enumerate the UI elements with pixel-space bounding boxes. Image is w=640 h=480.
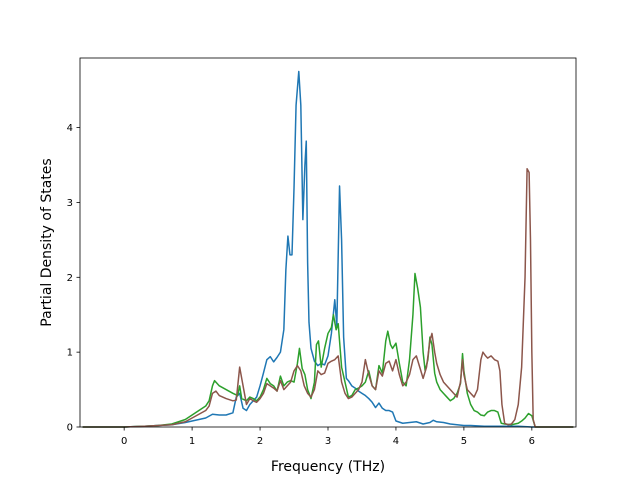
y-tick-label: 3 [67, 198, 73, 209]
x-tick-label: 0 [121, 436, 127, 447]
axes-frame [79, 57, 577, 428]
series-line-2 [82, 272, 574, 428]
plot-area [82, 70, 574, 428]
y-axis-ticks: 0 1 2 3 4 [67, 123, 80, 434]
x-tick-label: 2 [257, 436, 263, 447]
series-line-1 [82, 70, 574, 428]
x-tick-label: 1 [189, 436, 195, 447]
series-line-3 [82, 168, 574, 428]
x-axis-label: Frequency (THz) [271, 459, 385, 475]
y-axis-label: Partial Density of States [39, 158, 55, 326]
y-tick-label: 0 [67, 423, 73, 434]
x-tick-label: 6 [529, 436, 535, 447]
y-tick-label: 1 [67, 348, 73, 359]
x-tick-label: 3 [325, 436, 331, 447]
x-tick-label: 4 [393, 436, 399, 447]
y-tick-label: 2 [67, 273, 73, 284]
x-tick-label: 5 [461, 436, 467, 447]
y-tick-label: 4 [67, 123, 73, 134]
x-axis-ticks: 0 1 2 3 4 5 6 [121, 427, 535, 447]
